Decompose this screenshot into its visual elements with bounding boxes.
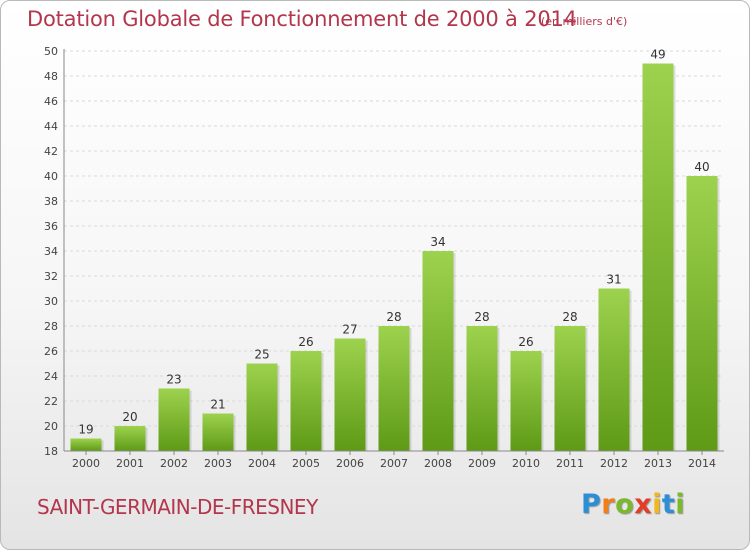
chart-unit: (en milliers d'€)	[541, 15, 628, 28]
value-label: 34	[430, 235, 445, 249]
y-tick-label: 44	[44, 120, 58, 133]
bar	[334, 338, 366, 451]
bars	[70, 63, 720, 451]
commune-name: SAINT-GERMAIN-DE-FRESNEY	[37, 495, 318, 519]
value-label: 25	[254, 348, 269, 362]
y-tick-label: 28	[44, 320, 58, 333]
value-label: 28	[386, 310, 401, 324]
x-tick-label: 2007	[380, 457, 408, 470]
bar	[202, 413, 234, 451]
y-tick-label: 48	[44, 70, 58, 83]
bar	[510, 351, 542, 451]
y-tick-label: 20	[44, 420, 58, 433]
axes	[63, 49, 724, 455]
y-tick-label: 32	[44, 270, 58, 283]
y-tick-label: 50	[44, 45, 58, 58]
logo-letter: P	[581, 489, 602, 520]
x-tick-label: 2003	[204, 457, 232, 470]
x-tick-label: 2002	[160, 457, 188, 470]
value-label: 21	[210, 398, 225, 412]
bar	[466, 326, 498, 451]
x-tick-label: 2008	[424, 457, 452, 470]
logo-letter: t	[661, 489, 676, 520]
bar	[686, 176, 718, 451]
y-tick-label: 34	[44, 245, 58, 258]
value-label: 28	[474, 310, 489, 324]
value-label: 28	[562, 310, 577, 324]
x-tick-label: 2010	[512, 457, 540, 470]
y-tick-label: 18	[44, 445, 58, 458]
x-tick-label: 2014	[688, 457, 716, 470]
bar	[422, 251, 454, 451]
y-tick-label: 36	[44, 220, 58, 233]
x-tick-label: 2005	[292, 457, 320, 470]
logo-letter: o	[615, 489, 635, 520]
x-tick-label: 2011	[556, 457, 584, 470]
x-tick-label: 2013	[644, 457, 672, 470]
bar	[114, 426, 146, 451]
chart-title: Dotation Globale de Fonctionnement de 20…	[27, 7, 577, 31]
value-label: 31	[606, 273, 621, 287]
bar	[70, 438, 102, 451]
bar	[246, 363, 278, 451]
value-label: 26	[298, 335, 313, 349]
value-label: 49	[650, 48, 665, 62]
logo-letter: x	[634, 489, 653, 520]
bar	[290, 351, 322, 451]
value-label: 26	[518, 335, 533, 349]
x-tick-label: 2004	[248, 457, 276, 470]
labels: 18 20 22 24 26 28 30 32 34 36 38 40 42 44 46 48 50 19 2000…	[44, 45, 716, 470]
value-label: 27	[342, 323, 357, 337]
y-tick-label: 46	[44, 95, 58, 108]
logo-letter: i	[675, 489, 686, 520]
proxiti-logo[interactable]: Proxiti	[581, 489, 685, 520]
x-tick-label: 2001	[116, 457, 144, 470]
bar	[598, 288, 630, 451]
x-tick-label: 2012	[600, 457, 628, 470]
y-tick-label: 26	[44, 345, 58, 358]
bar	[642, 63, 674, 451]
y-tick-label: 40	[44, 170, 58, 183]
y-tick-label: 30	[44, 295, 58, 308]
y-tick-label: 42	[44, 145, 58, 158]
value-label: 19	[78, 423, 93, 437]
value-label: 23	[166, 373, 181, 387]
x-tick-label: 2009	[468, 457, 496, 470]
y-tick-label: 38	[44, 195, 58, 208]
bar	[158, 388, 190, 451]
y-tick-label: 24	[44, 370, 58, 383]
logo-letter: r	[601, 489, 616, 520]
bar	[554, 326, 586, 451]
value-label: 40	[694, 160, 709, 174]
x-tick-label: 2000	[72, 457, 100, 470]
y-tick-label: 22	[44, 395, 58, 408]
logo-letter: i	[652, 489, 662, 520]
x-tick-label: 2006	[336, 457, 364, 470]
bar	[378, 326, 410, 451]
value-label: 20	[122, 410, 137, 424]
